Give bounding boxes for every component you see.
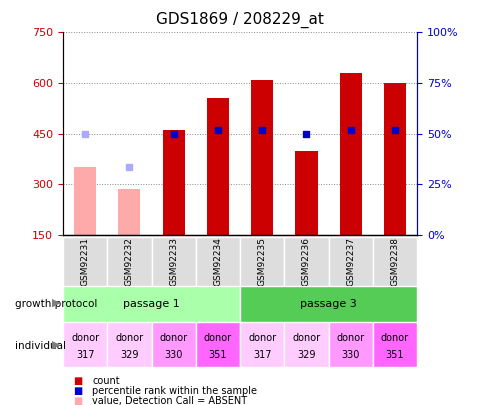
FancyBboxPatch shape	[284, 237, 328, 286]
FancyBboxPatch shape	[372, 237, 416, 286]
Text: GSM92233: GSM92233	[169, 237, 178, 286]
FancyBboxPatch shape	[328, 237, 372, 286]
Text: ■: ■	[73, 376, 82, 386]
Text: 330: 330	[164, 350, 182, 360]
Text: 351: 351	[385, 350, 403, 360]
Text: ▶: ▶	[51, 298, 60, 308]
Bar	[339, 73, 361, 235]
Bar	[162, 130, 184, 235]
FancyBboxPatch shape	[107, 322, 151, 367]
FancyBboxPatch shape	[372, 322, 416, 367]
FancyBboxPatch shape	[63, 237, 107, 286]
Bar	[251, 80, 272, 235]
Title: GDS1869 / 208229_at: GDS1869 / 208229_at	[156, 12, 323, 28]
Bar	[383, 83, 405, 235]
FancyBboxPatch shape	[107, 237, 151, 286]
Text: 330: 330	[341, 350, 359, 360]
FancyBboxPatch shape	[240, 237, 284, 286]
Text: 351: 351	[208, 350, 227, 360]
Bar	[74, 167, 96, 235]
Text: donor: donor	[380, 333, 408, 343]
Bar	[207, 98, 228, 235]
Text: donor: donor	[159, 333, 187, 343]
Text: 317: 317	[76, 350, 94, 360]
Text: passage 1: passage 1	[123, 299, 180, 309]
Bar	[118, 190, 140, 235]
FancyBboxPatch shape	[284, 322, 328, 367]
FancyBboxPatch shape	[196, 237, 240, 286]
Text: individual: individual	[15, 341, 65, 351]
Text: GSM92231: GSM92231	[80, 237, 90, 286]
FancyBboxPatch shape	[240, 322, 284, 367]
Bar	[295, 151, 317, 235]
Text: value, Detection Call = ABSENT: value, Detection Call = ABSENT	[92, 396, 247, 405]
FancyBboxPatch shape	[151, 322, 196, 367]
Text: GSM92236: GSM92236	[302, 237, 310, 286]
FancyBboxPatch shape	[63, 322, 107, 367]
FancyBboxPatch shape	[196, 322, 240, 367]
Text: ■: ■	[73, 386, 82, 396]
FancyBboxPatch shape	[63, 286, 240, 322]
Text: donor: donor	[115, 333, 143, 343]
Text: growth protocol: growth protocol	[15, 299, 97, 309]
Text: donor: donor	[336, 333, 364, 343]
Text: 317: 317	[253, 350, 271, 360]
Text: count: count	[92, 376, 120, 386]
Text: donor: donor	[71, 333, 99, 343]
Text: donor: donor	[203, 333, 231, 343]
Text: passage 3: passage 3	[300, 299, 356, 309]
Text: ■: ■	[73, 396, 82, 405]
Text: 329: 329	[120, 350, 138, 360]
Text: ▶: ▶	[51, 340, 60, 350]
Text: GSM92235: GSM92235	[257, 237, 266, 286]
FancyBboxPatch shape	[240, 286, 416, 322]
FancyBboxPatch shape	[328, 322, 372, 367]
FancyBboxPatch shape	[151, 237, 196, 286]
Text: GSM92237: GSM92237	[346, 237, 354, 286]
Text: GSM92234: GSM92234	[213, 237, 222, 286]
Text: percentile rank within the sample: percentile rank within the sample	[92, 386, 257, 396]
Text: GSM92238: GSM92238	[390, 237, 399, 286]
Text: GSM92232: GSM92232	[125, 237, 134, 286]
Text: donor: donor	[248, 333, 276, 343]
Text: 329: 329	[297, 350, 315, 360]
Text: donor: donor	[292, 333, 320, 343]
